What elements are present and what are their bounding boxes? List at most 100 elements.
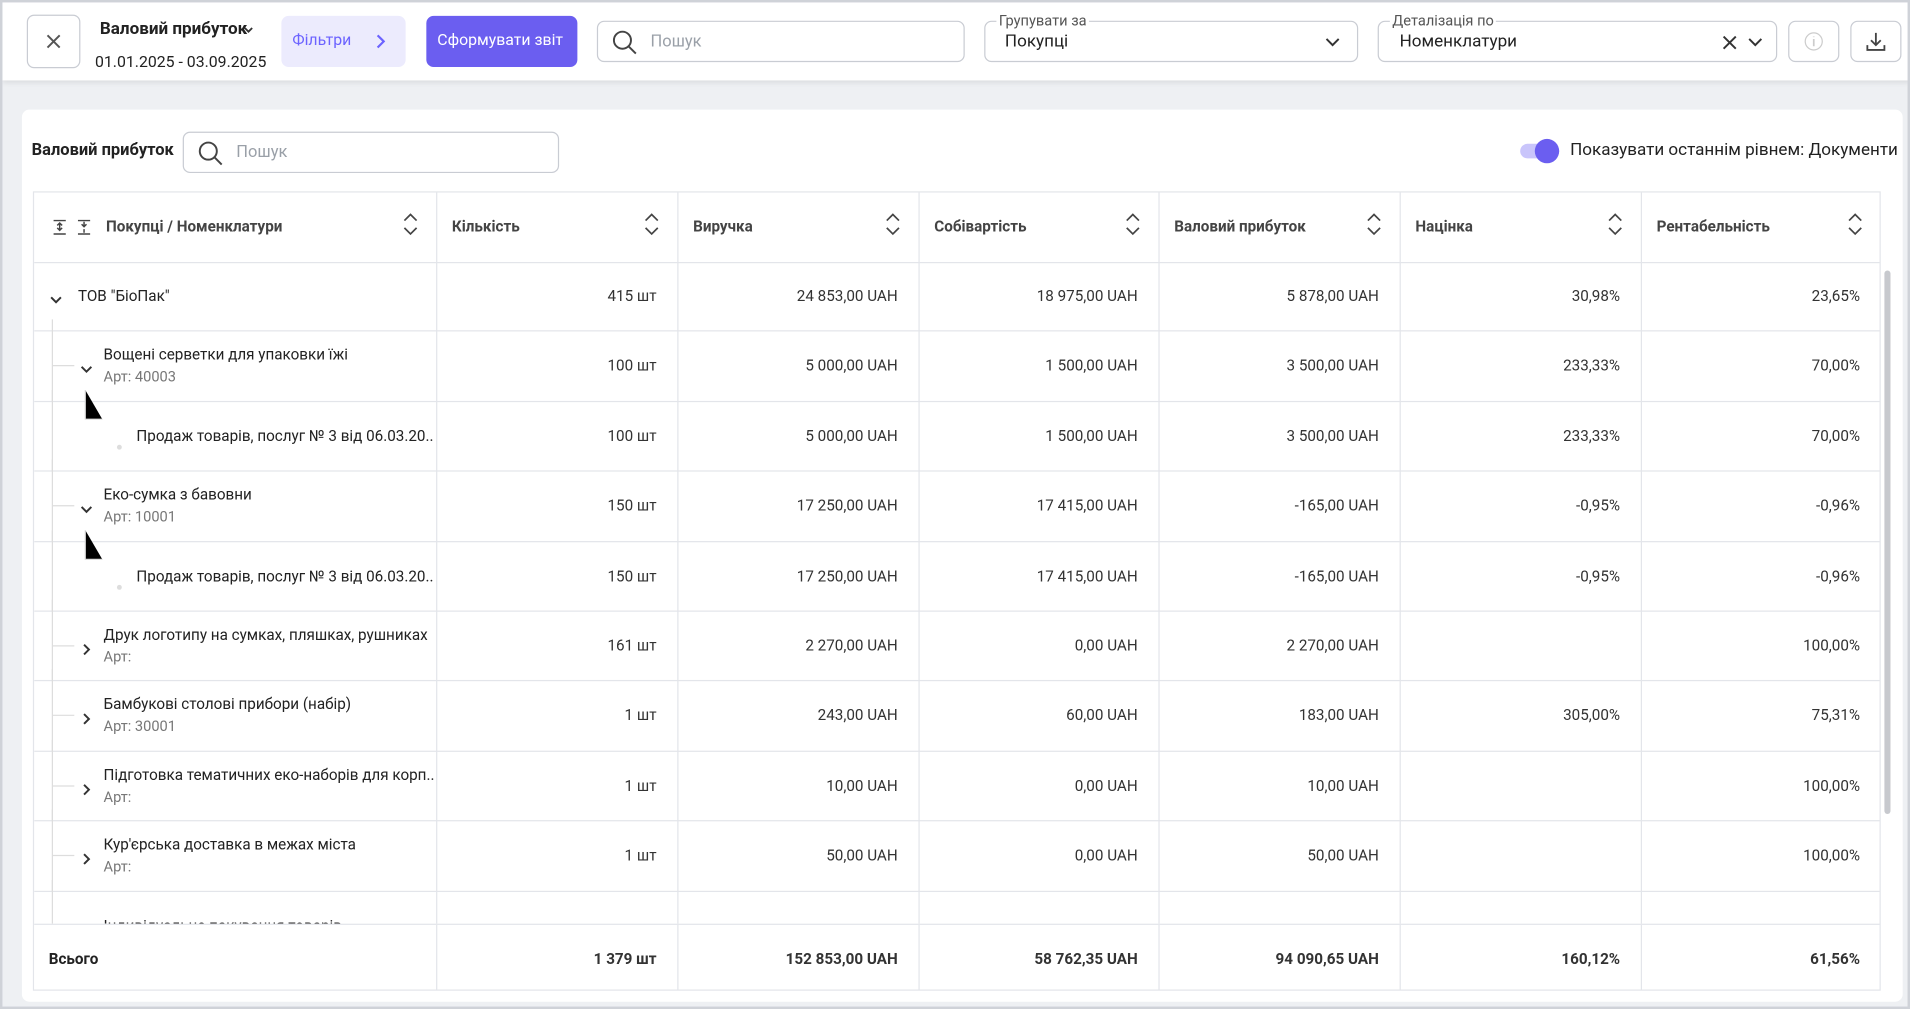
group-chevron bbox=[1325, 38, 1340, 47]
sort-icon bbox=[643, 212, 660, 241]
table-row[interactable]: Підготовка тематичних еко-наборів для ко… bbox=[34, 739, 1880, 822]
row-name: Продаж товарів, послуг № 3 від 06.03.20.… bbox=[136, 567, 434, 586]
expand-chevron bbox=[79, 359, 94, 382]
sort-icon-svg bbox=[1126, 213, 1140, 236]
row-article: Арт: bbox=[103, 858, 132, 876]
generate-button[interactable]: Сформувати звіт bbox=[426, 15, 578, 68]
scrollbar[interactable] bbox=[1884, 270, 1891, 815]
row-divider bbox=[34, 470, 1880, 472]
table-row[interactable]: Продаж товарів, послуг № 3 від 06.03.20.… bbox=[34, 389, 1880, 472]
table-row[interactable]: Вощені серветки для упаковки їжі Арт: 400… bbox=[34, 319, 1880, 402]
column-divider bbox=[436, 192, 438, 990]
row-value: 100 шт bbox=[607, 427, 657, 446]
column-header[interactable]: Кількість bbox=[451, 218, 520, 237]
row-article: Арт: 10001 bbox=[103, 508, 176, 526]
tree-line bbox=[51, 599, 112, 687]
row-value: 100,00% bbox=[1803, 777, 1861, 796]
row-value: 2 270,00 UAH bbox=[805, 637, 898, 656]
collapsed-chevron bbox=[79, 639, 94, 662]
row-value: 233,33% bbox=[1563, 427, 1621, 446]
tree-line bbox=[51, 879, 112, 924]
row-value: 17 415,00 UAH bbox=[1036, 567, 1138, 586]
header-divider bbox=[34, 261, 1880, 264]
table-row[interactable]: Бамбукові столові прибори (набір) Арт: 30… bbox=[34, 669, 1880, 752]
table-row[interactable]: Індивідуальне пакування товарів bbox=[34, 879, 1879, 924]
search-icon bbox=[612, 30, 637, 55]
sort-icon bbox=[1847, 212, 1864, 241]
row-name: Підготовка тематичних еко-наборів для ко… bbox=[103, 766, 434, 785]
column-header[interactable]: Рентабельність bbox=[1656, 218, 1770, 237]
panel-title: Валовий прибуток bbox=[31, 140, 174, 160]
column-header[interactable]: Покупці / Номенклатури bbox=[105, 218, 283, 237]
row-value: -0,95% bbox=[1576, 567, 1621, 586]
detail-label: Деталізація по bbox=[1389, 12, 1497, 30]
row-divider bbox=[34, 680, 1880, 682]
row-value: 233,33% bbox=[1563, 357, 1621, 376]
row-value: 2 270,00 UAH bbox=[1286, 637, 1379, 656]
total-value: 160,12% bbox=[1561, 950, 1621, 969]
row-value: 183,00 UAH bbox=[1298, 707, 1379, 726]
row-divider bbox=[34, 610, 1880, 612]
row-value: 17 415,00 UAH bbox=[1036, 497, 1138, 516]
toggle[interactable] bbox=[1518, 136, 1567, 165]
row-article: Арт: bbox=[103, 788, 132, 806]
collapsed-chevron-svg bbox=[83, 643, 91, 656]
row-value: -165,00 UAH bbox=[1294, 567, 1379, 586]
row-name: Бамбукові столові прибори (набір) bbox=[103, 696, 352, 715]
panel-search[interactable]: Пошук bbox=[182, 131, 560, 174]
row-name: Друк логотипу на сумках, пляшках, рушник… bbox=[103, 626, 428, 645]
close-button[interactable] bbox=[26, 14, 81, 69]
column-divider bbox=[677, 924, 679, 990]
title-chevron bbox=[244, 27, 253, 33]
table-footer: Всього 1 379 шт 152 853,00 UAH 58 762,35 UA… bbox=[34, 923, 1880, 990]
search-icon bbox=[198, 141, 223, 166]
column-header[interactable]: Собівартість bbox=[934, 218, 1027, 237]
row-value: 70,00% bbox=[1811, 357, 1861, 376]
column-divider bbox=[1158, 924, 1160, 990]
row-value: 17 250,00 UAH bbox=[796, 497, 898, 516]
group-select[interactable]: Групувати за Покупці bbox=[984, 12, 1359, 63]
row-value: 10,00 UAH bbox=[1307, 777, 1379, 796]
column-header[interactable]: Націнка bbox=[1415, 218, 1473, 237]
row-divider bbox=[34, 750, 1880, 752]
info-button[interactable] bbox=[1788, 20, 1840, 63]
clear-icon[interactable] bbox=[1721, 34, 1738, 51]
expand-chevron-svg bbox=[80, 506, 93, 514]
row-value: 150 шт bbox=[607, 497, 657, 516]
table-row[interactable]: Еко-сумка з бавовни Арт: 10001 150 шт 17 25… bbox=[34, 459, 1880, 542]
row-value: 50,00 UAH bbox=[826, 847, 898, 866]
tree-line-svg bbox=[51, 459, 75, 542]
table-row[interactable]: Друк логотипу на сумках, пляшках, рушник… bbox=[34, 599, 1880, 682]
collapsed-chevron-svg bbox=[83, 783, 91, 795]
filters-arrow bbox=[376, 34, 386, 49]
column-header[interactable]: Виручка bbox=[693, 218, 753, 237]
filters-button[interactable]: Фільтри bbox=[281, 15, 406, 68]
column-header[interactable]: Валовий прибуток bbox=[1174, 218, 1306, 237]
search-input[interactable]: Пошук bbox=[596, 20, 965, 63]
row-value: 0,00 UAH bbox=[1074, 777, 1138, 796]
download-button[interactable] bbox=[1850, 20, 1902, 63]
detail-chevron bbox=[1748, 38, 1763, 47]
report-title[interactable]: Валовий прибуток bbox=[99, 19, 248, 39]
tree-line-svg bbox=[51, 669, 75, 752]
row-value: 3 500,00 UAH bbox=[1286, 427, 1379, 446]
table-row[interactable]: Продаж товарів, послуг № 3 від 06.03.20.… bbox=[34, 529, 1880, 612]
row-value: 23,65% bbox=[1811, 287, 1861, 306]
row-name: Продаж товарів, послуг № 3 від 06.03.20.… bbox=[136, 427, 434, 446]
toolbar: Валовий прибуток 01.01.2025 - 03.09.2025… bbox=[2, 2, 1908, 81]
row-value: 3 500,00 UAH bbox=[1286, 357, 1379, 376]
toggle-label: Показувати останнім рівнем: Документи bbox=[1570, 140, 1898, 160]
search-placeholder: Пошук bbox=[650, 31, 702, 52]
detail-select[interactable]: Деталізація по Номенклатури bbox=[1377, 12, 1778, 63]
collapsed-chevron bbox=[79, 708, 94, 731]
row-value: 1 500,00 UAH bbox=[1045, 427, 1138, 446]
leaf-dot-svg bbox=[116, 584, 122, 590]
tree-line-svg bbox=[51, 319, 75, 402]
report-period: 01.01.2025 - 03.09.2025 bbox=[95, 53, 267, 72]
table-row[interactable]: Кур'єрська доставка в межах міста Арт: 1 ш… bbox=[34, 809, 1880, 892]
sort-icon bbox=[1607, 212, 1624, 241]
tree-line bbox=[51, 319, 112, 407]
row-value: 5 878,00 UAH bbox=[1286, 287, 1379, 306]
table-row[interactable]: ТОВ "БіоПак" 415 шт 24 853,00 UAH 18 975,00… bbox=[34, 262, 1880, 332]
row-value: 75,31% bbox=[1811, 707, 1861, 726]
